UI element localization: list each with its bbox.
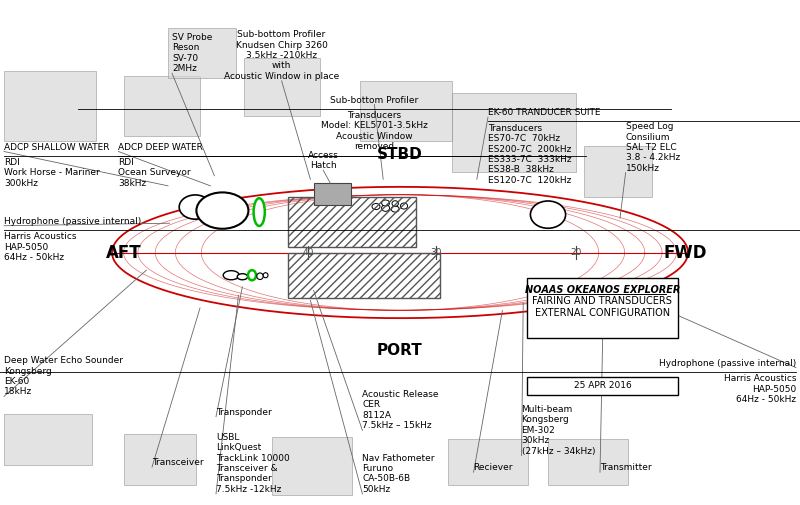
Text: 40: 40 bbox=[302, 248, 314, 257]
Ellipse shape bbox=[392, 200, 398, 206]
Bar bbox=[584, 146, 652, 197]
Text: PORT: PORT bbox=[377, 343, 423, 359]
Bar bbox=[124, 434, 196, 485]
Ellipse shape bbox=[254, 198, 265, 226]
Text: Harris Acoustics
HAP-5050
64Hz - 50kHz: Harris Acoustics HAP-5050 64Hz - 50kHz bbox=[4, 232, 77, 262]
Text: STBD: STBD bbox=[377, 146, 423, 162]
Ellipse shape bbox=[530, 201, 566, 228]
Text: NOAAS OKEANOS EXPLORER: NOAAS OKEANOS EXPLORER bbox=[525, 285, 680, 295]
Bar bbox=[4, 414, 92, 465]
Text: AFT: AFT bbox=[106, 243, 142, 262]
Bar bbox=[168, 28, 236, 78]
Text: Deep Water Echo Sounder
Kongsberg
EK-60
18kHz: Deep Water Echo Sounder Kongsberg EK-60 … bbox=[4, 356, 123, 396]
Bar bbox=[448, 439, 528, 485]
Bar bbox=[548, 439, 628, 485]
Text: FWD: FWD bbox=[664, 243, 707, 262]
Bar bbox=[452, 93, 576, 172]
Text: 25 APR 2016: 25 APR 2016 bbox=[574, 381, 631, 390]
Ellipse shape bbox=[400, 203, 408, 209]
FancyBboxPatch shape bbox=[527, 377, 678, 395]
Text: Acoustic Release
CER
8112A
7.5kHz – 15kHz: Acoustic Release CER 8112A 7.5kHz – 15kH… bbox=[362, 390, 439, 430]
Bar bbox=[244, 58, 320, 116]
Text: RDI
Ocean Surveyor
38kHz: RDI Ocean Surveyor 38kHz bbox=[118, 158, 191, 188]
Text: FAIRING AND TRANSDUCERS
EXTERNAL CONFIGURATION: FAIRING AND TRANSDUCERS EXTERNAL CONFIGU… bbox=[533, 296, 672, 318]
Polygon shape bbox=[112, 187, 688, 318]
Ellipse shape bbox=[391, 206, 399, 212]
Text: Speed Log
Consilium
SAL T2 ELC
3.8 - 4.2kHz
150kHz: Speed Log Consilium SAL T2 ELC 3.8 - 4.2… bbox=[626, 122, 680, 173]
Text: Sub-bottom Profiler: Sub-bottom Profiler bbox=[330, 95, 418, 105]
Ellipse shape bbox=[257, 273, 263, 279]
Bar bbox=[288, 252, 440, 298]
Text: Hydrophone (passive internal): Hydrophone (passive internal) bbox=[658, 359, 796, 368]
Ellipse shape bbox=[372, 204, 380, 210]
Text: Transponder: Transponder bbox=[216, 408, 272, 417]
Ellipse shape bbox=[382, 205, 390, 212]
Text: USBL
LinkQuest
TrackLink 10000
Transceiver &
Transponder
7.5kHz -12kHz: USBL LinkQuest TrackLink 10000 Transceiv… bbox=[216, 433, 290, 494]
Text: 20: 20 bbox=[570, 248, 582, 257]
Ellipse shape bbox=[382, 200, 390, 206]
Text: ADCP DEEP WATER: ADCP DEEP WATER bbox=[118, 142, 203, 152]
Text: Transducers
ES70-7C  70kHz
ES200-7C  200kHz
ES333-7C  333kHz
ES38-B  38kHz
ES120: Transducers ES70-7C 70kHz ES200-7C 200kH… bbox=[488, 124, 572, 185]
Text: Transmitter: Transmitter bbox=[600, 463, 652, 472]
Ellipse shape bbox=[179, 195, 211, 219]
Text: ADCP SHALLOW WATER: ADCP SHALLOW WATER bbox=[4, 142, 110, 152]
Bar bbox=[288, 197, 416, 247]
Ellipse shape bbox=[263, 273, 268, 278]
Bar bbox=[360, 81, 452, 141]
Text: Sub-bottom Profiler
Knudsen Chirp 3260
3.5kHz -210kHz
with
Acoustic Window in pl: Sub-bottom Profiler Knudsen Chirp 3260 3… bbox=[224, 30, 339, 81]
Ellipse shape bbox=[223, 271, 239, 280]
Text: EK-60 TRANDUCER SUITE: EK-60 TRANDUCER SUITE bbox=[488, 108, 601, 117]
Bar bbox=[4, 71, 96, 141]
FancyBboxPatch shape bbox=[527, 278, 678, 338]
Text: Access
Hatch: Access Hatch bbox=[308, 151, 338, 170]
Bar bbox=[272, 437, 352, 495]
Text: RDI
Work Horse - Mariner
300kHz: RDI Work Horse - Mariner 300kHz bbox=[4, 158, 100, 188]
Ellipse shape bbox=[248, 270, 256, 280]
Text: 30: 30 bbox=[430, 248, 442, 257]
Text: Harris Acoustics
HAP-5050
64Hz - 50kHz: Harris Acoustics HAP-5050 64Hz - 50kHz bbox=[723, 374, 796, 404]
Text: Hydrophone (passive internal): Hydrophone (passive internal) bbox=[4, 217, 142, 226]
Ellipse shape bbox=[197, 192, 249, 229]
Text: Transceiver: Transceiver bbox=[152, 458, 204, 467]
Text: Reciever: Reciever bbox=[474, 463, 513, 472]
Text: SV Probe
Reson
SV-70
2MHz: SV Probe Reson SV-70 2MHz bbox=[172, 33, 212, 73]
Text: Transducers
Model: KEL5701-3.5kHz
Acoustic Window
removed: Transducers Model: KEL5701-3.5kHz Acoust… bbox=[321, 111, 428, 152]
Text: Nav Fathometer
Furuno
CA-50B-6B
50kHz: Nav Fathometer Furuno CA-50B-6B 50kHz bbox=[362, 453, 435, 494]
Bar bbox=[124, 76, 200, 136]
Ellipse shape bbox=[238, 274, 248, 280]
Text: Multi-beam
Kongsberg
EM-302
30kHz
(27kHz – 34kHz): Multi-beam Kongsberg EM-302 30kHz (27kHz… bbox=[522, 405, 595, 456]
Bar bbox=[314, 183, 351, 205]
